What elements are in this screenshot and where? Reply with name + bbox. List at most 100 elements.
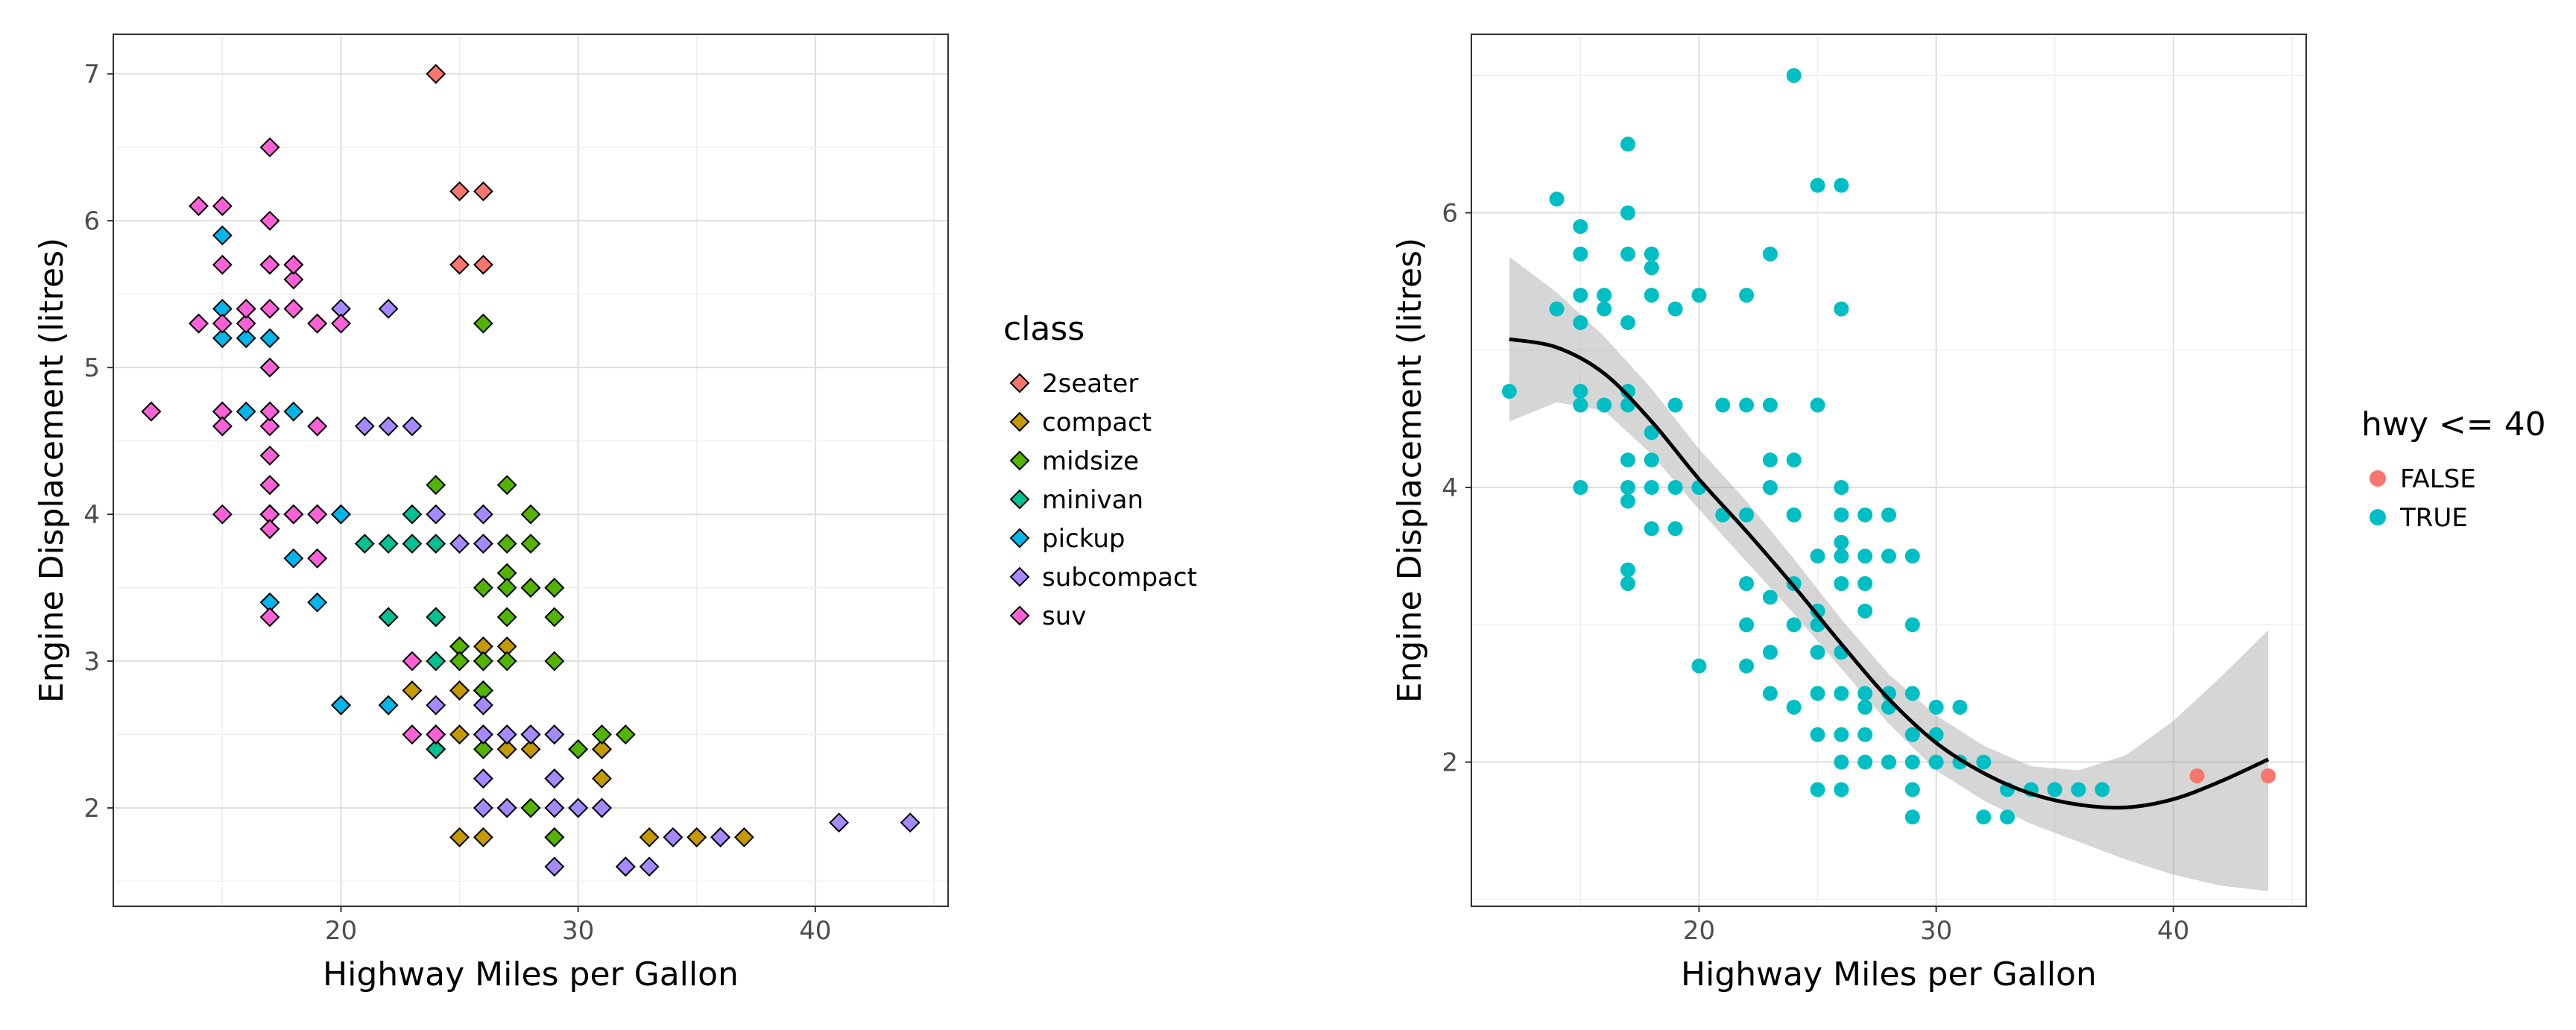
data-point-TRUE (1549, 301, 1565, 317)
data-point-midsize (496, 651, 517, 672)
data-point-minivan (426, 739, 446, 759)
data-point-TRUE (1881, 507, 1896, 522)
data-point-pickup (283, 548, 304, 569)
data-point-pickup (283, 401, 304, 422)
y-tick-label: 5 (83, 353, 100, 383)
data-point-suv (283, 298, 304, 319)
y-tick-label: 3 (83, 647, 100, 677)
data-point-TRUE (1834, 549, 1849, 564)
data-point-minivan (426, 651, 446, 672)
data-point-suv (283, 504, 304, 525)
data-point-subcompact (426, 504, 446, 525)
x-tick-label: 20 (325, 916, 357, 946)
data-point-suv (307, 504, 328, 525)
left-legend: 2seater compact midsize minivan pickup subcom… (1009, 369, 1197, 631)
data-point-TRUE (1597, 397, 1612, 413)
data-point-midsize (520, 797, 541, 818)
y-tick-label: 4 (83, 500, 100, 530)
data-point-TRUE (1857, 507, 1873, 522)
legend-label-FALSE: FALSE (2400, 464, 2476, 494)
data-point-suv (259, 519, 280, 540)
data-point-subcompact (544, 797, 565, 818)
data-point-pickup (331, 504, 351, 525)
legend-label-TRUE: TRUE (2399, 503, 2468, 533)
data-point-subcompact (378, 298, 399, 319)
data-point-compact (639, 827, 660, 847)
right-plot-border (1471, 34, 2307, 907)
data-point-suv (259, 210, 280, 231)
data-point-suv (259, 607, 280, 628)
data-point-pickup (259, 328, 280, 349)
data-point-TRUE (1857, 576, 1873, 592)
data-point-TRUE (1549, 192, 1565, 207)
data-point-TRUE (1786, 68, 1802, 83)
data-point-suv (212, 416, 233, 437)
data-point-2seater (449, 181, 470, 202)
data-point-subcompact (496, 724, 517, 745)
data-point-TRUE (1644, 246, 1659, 262)
data-point-subcompact (663, 827, 684, 847)
data-point-subcompact (544, 856, 565, 877)
data-point-suv (402, 724, 423, 745)
data-point-TRUE (1620, 384, 1635, 399)
data-point-TRUE (1620, 205, 1635, 221)
data-point-TRUE (2071, 782, 2086, 797)
data-point-suv (426, 724, 446, 745)
data-point-TRUE (1834, 754, 1849, 770)
data-point-midsize (473, 651, 493, 672)
data-point-minivan (402, 534, 423, 554)
data-point-pickup (331, 695, 351, 715)
data-point-TRUE (1762, 246, 1778, 262)
data-point-TRUE (1857, 727, 1873, 742)
data-point-suv (283, 254, 304, 275)
data-point-2seater (449, 254, 470, 275)
data-point-pickup (307, 592, 328, 613)
data-point-TRUE (1810, 645, 1825, 660)
data-point-midsize (520, 578, 541, 598)
data-point-suv (259, 445, 280, 466)
data-point-subcompact (426, 695, 446, 715)
data-point-pickup (236, 401, 256, 422)
data-point-subcompact (568, 797, 589, 818)
legend-key-TRUE (2370, 509, 2386, 525)
data-point-TRUE (1762, 480, 1778, 496)
data-point-FALSE (2261, 768, 2276, 783)
x-tick-label: 20 (1683, 916, 1715, 946)
data-point-TRUE (1762, 590, 1778, 605)
data-point-subcompact (402, 416, 423, 437)
data-point-compact (520, 739, 541, 759)
data-point-pickup (378, 695, 399, 715)
data-point-TRUE (1597, 301, 1612, 317)
data-point-subcompact (829, 812, 850, 833)
data-point-subcompact (354, 416, 375, 437)
data-point-TRUE (1644, 425, 1659, 440)
data-point-suv (236, 298, 256, 319)
data-point-suv (212, 254, 233, 275)
data-point-compact (449, 724, 470, 745)
left-y-tick-labels: 2 3 4 5 6 7 (83, 60, 113, 824)
data-point-TRUE (1928, 699, 1944, 715)
data-point-TRUE (1715, 397, 1731, 413)
data-point-subcompact (473, 797, 493, 818)
data-point-compact (449, 680, 470, 701)
data-point-suv (259, 254, 280, 275)
data-point-TRUE (1834, 301, 1849, 317)
data-point-TRUE (1573, 480, 1588, 496)
data-point-suv (402, 651, 423, 672)
right-legend-title: hwy <= 40 (2361, 405, 2546, 443)
legend-label-compact: compact (1042, 408, 1152, 437)
right-x-axis-title: Highway Miles per Gallon (1681, 955, 2097, 993)
data-point-TRUE (1834, 507, 1849, 522)
data-point-midsize (544, 578, 565, 598)
data-point-TRUE (2094, 782, 2110, 797)
data-point-TRUE (1881, 754, 1896, 770)
data-point-compact (496, 739, 517, 759)
data-point-subcompact (639, 856, 660, 877)
data-point-TRUE (1501, 384, 1517, 399)
left-plot-panel (113, 34, 949, 907)
data-point-TRUE (1857, 699, 1873, 715)
legend-label-2seater: 2seater (1042, 369, 1138, 399)
data-point-TRUE (1667, 397, 1683, 413)
legend-key-minivan (1009, 489, 1030, 510)
